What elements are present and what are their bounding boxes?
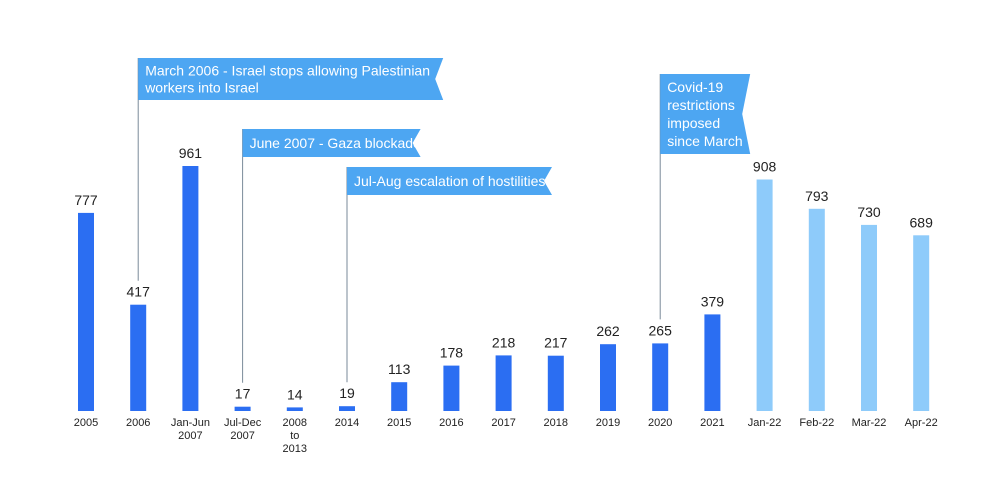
bar-15 bbox=[861, 224, 877, 411]
value-label-6: 113 bbox=[388, 361, 411, 377]
tick-label-4: 2008 bbox=[283, 417, 307, 429]
value-label-16: 689 bbox=[910, 214, 934, 230]
bar-2 bbox=[182, 166, 199, 411]
bar-9 bbox=[547, 355, 564, 411]
value-label-7: 178 bbox=[440, 345, 464, 361]
tick-label-9: 2018 bbox=[544, 417, 568, 429]
value-label-14: 793 bbox=[805, 188, 829, 204]
tick-label-0: 2005 bbox=[74, 417, 98, 429]
bar-0 bbox=[78, 212, 94, 411]
annotation-text-2-line-0: Jul-Aug escalation of hostilities bbox=[354, 173, 545, 189]
bar-5 bbox=[339, 406, 355, 411]
annotations-group: March 2006 - Israel stops allowing Pales… bbox=[137, 58, 751, 383]
annotation-text-0-line-0: March 2006 - Israel stops allowing Pales… bbox=[145, 63, 430, 79]
value-label-12: 379 bbox=[701, 293, 725, 309]
tick-label-10: 2019 bbox=[596, 417, 620, 429]
tick-labels-group: 2005 2006 Jan-Jun2007Jul-Dec20072008to2013… bbox=[74, 417, 938, 455]
bar-6 bbox=[391, 382, 408, 411]
bar-1 bbox=[130, 304, 147, 411]
tick-label-12: 2021 bbox=[700, 417, 724, 429]
annotation-2: Jul-Aug escalation of hostilities bbox=[346, 167, 552, 383]
annotation-flag-1 bbox=[242, 129, 421, 157]
value-label-8: 218 bbox=[492, 334, 516, 350]
tick-label-8: 2017 bbox=[491, 417, 515, 429]
value-label-11: 265 bbox=[649, 322, 673, 338]
tick-label-4-line-2: 2013 bbox=[283, 443, 307, 455]
bar-14 bbox=[808, 208, 825, 411]
annotation-text-3-line-0: Covid-19 bbox=[667, 79, 723, 95]
tick-label-2: Jan-Jun bbox=[171, 417, 210, 429]
tick-label-5: 2014 bbox=[335, 417, 359, 429]
value-label-5: 19 bbox=[339, 385, 355, 401]
value-label-9: 217 bbox=[544, 335, 568, 351]
tick-label-7: 2016 bbox=[439, 417, 463, 429]
tick-label-16: Apr-22 bbox=[905, 417, 938, 429]
value-label-4: 14 bbox=[287, 386, 303, 402]
annotation-flag-2 bbox=[347, 167, 552, 195]
bars-group bbox=[78, 166, 930, 411]
tick-label-11: 2020 bbox=[648, 417, 672, 429]
tick-label-6: 2015 bbox=[387, 417, 411, 429]
tick-label-14: Feb-22 bbox=[799, 417, 834, 429]
tick-label-13: Jan-22 bbox=[748, 417, 782, 429]
annotation-text-1-line-0: June 2007 - Gaza blockade bbox=[250, 135, 421, 151]
bar-3 bbox=[234, 406, 251, 411]
value-label-10: 262 bbox=[596, 323, 620, 339]
annotation-0: March 2006 - Israel stops allowing Pales… bbox=[137, 58, 444, 281]
tick-label-2-line-1: 2007 bbox=[178, 430, 202, 442]
value-label-3: 17 bbox=[235, 386, 251, 402]
tick-label-1: 2006 bbox=[126, 417, 150, 429]
bar-4 bbox=[286, 407, 303, 411]
annotation-flag-0 bbox=[138, 58, 444, 100]
tick-label-3-line-1: 2007 bbox=[230, 430, 254, 442]
value-label-1: 417 bbox=[127, 284, 151, 300]
bar-11 bbox=[652, 343, 669, 411]
value-label-2: 961 bbox=[179, 145, 203, 161]
annotation-text-3-line-2: imposed bbox=[667, 115, 720, 131]
annotation-1: June 2007 - Gaza blockade bbox=[242, 129, 421, 383]
bar-12 bbox=[704, 314, 721, 411]
value-label-13: 908 bbox=[753, 159, 777, 175]
value-label-15: 730 bbox=[857, 204, 881, 220]
tick-label-4-line-1: to bbox=[290, 430, 299, 442]
annotation-flag-3 bbox=[660, 74, 751, 154]
value-labels-group: 777 417 961 17 14 19 113 178 218 217 262 265 379 908 7… bbox=[74, 145, 933, 402]
annotation-3: Covid-19 restrictions imposed since March bbox=[659, 74, 751, 320]
annotation-text-3-line-3: since March bbox=[667, 133, 742, 149]
value-label-0: 777 bbox=[74, 192, 98, 208]
bar-16 bbox=[913, 235, 930, 411]
bar-7 bbox=[443, 365, 460, 411]
bar-13 bbox=[756, 179, 773, 411]
tick-label-3: Jul-Dec bbox=[224, 417, 262, 429]
annotation-text-0-line-1: workers into Israel bbox=[144, 80, 259, 96]
bar-10 bbox=[600, 344, 616, 411]
tick-label-15: Mar-22 bbox=[852, 417, 887, 429]
annotation-text-3-line-1: restrictions bbox=[667, 97, 735, 113]
bar-8 bbox=[495, 355, 512, 411]
